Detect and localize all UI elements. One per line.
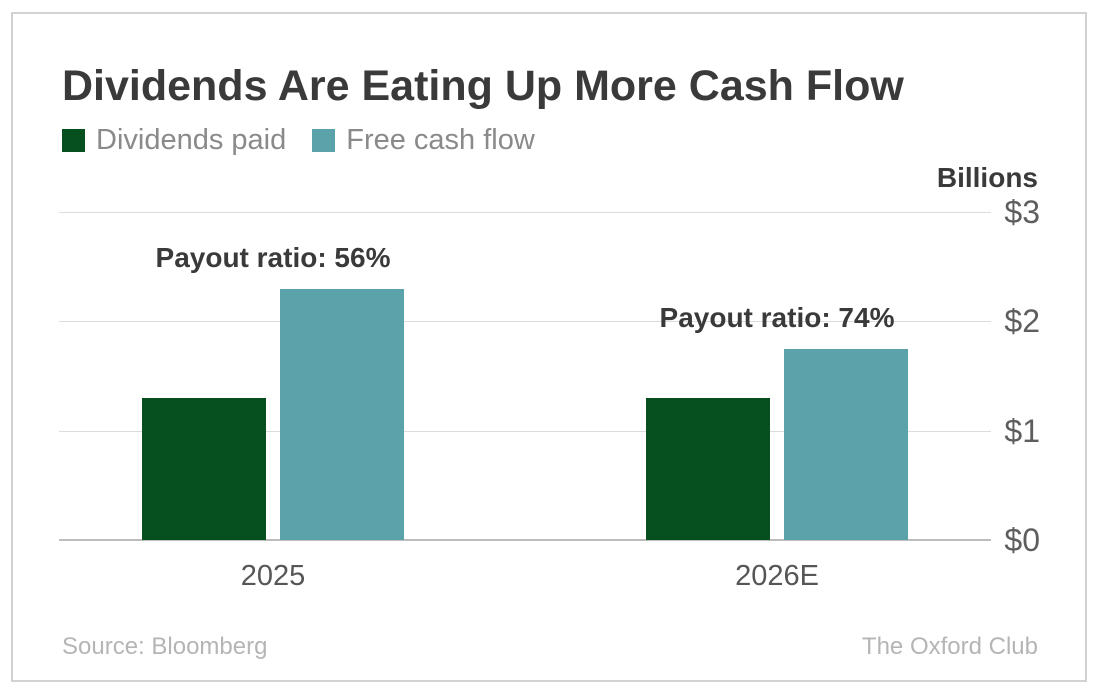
legend-item-dividends-paid: Dividends paid [62,124,286,157]
payout-ratio-annotation-2026E: Payout ratio: 74% [659,302,895,333]
source-credit: Source: Bloomberg [62,633,268,660]
gridline-$0 [59,539,991,541]
bar-2025-dividends-paid [142,398,266,540]
legend-label-free-cash-flow: Free cash flow [346,124,535,156]
y-tick-label-$3: $3 [1004,194,1040,230]
gridline-$2 [59,321,991,323]
y-axis-unit-label: Billions [936,162,1038,193]
dividends-paid-swatch-icon [62,129,85,152]
payout-ratio-annotation-2025: Payout ratio: 56% [155,242,391,273]
legend-label-dividends-paid: Dividends paid [96,124,287,156]
chart-card [11,12,1087,682]
bar-2025-free-cash-flow [280,289,404,540]
y-tick-label-$1: $1 [1004,412,1040,449]
y-tick-label-$2: $2 [1004,303,1040,340]
x-axis-label-2026E: 2026E [735,560,819,592]
legend-item-free-cash-flow: Free cash flow [312,124,535,157]
gridline-$3 [59,212,991,213]
y-tick-label-$0: $0 [1004,522,1040,558]
bar-2026E-free-cash-flow [784,349,908,540]
chart-title: Dividends Are Eating Up More Cash Flow [62,62,904,110]
x-axis-label-2025: 2025 [240,560,306,592]
gridline-$1 [59,430,991,432]
legend: Dividends paid Free cash flow [62,124,535,157]
bar-2026E-dividends-paid [646,398,770,540]
free-cash-flow-swatch-icon [312,129,336,152]
brand-credit: The Oxford Club [861,633,1038,660]
